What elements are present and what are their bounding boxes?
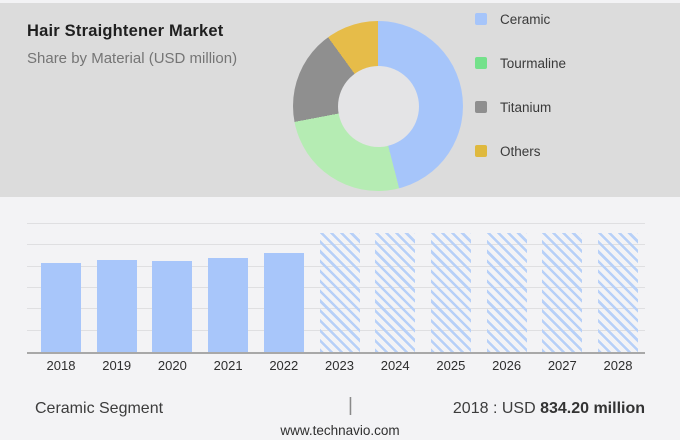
x-axis-label: 2027 bbox=[547, 358, 577, 373]
x-axis-label: 2028 bbox=[603, 358, 633, 373]
website-link[interactable]: www.technavio.com bbox=[280, 423, 400, 438]
bar-2020 bbox=[152, 261, 193, 352]
x-axis-label: 2022 bbox=[269, 358, 299, 373]
x-axis-label: 2020 bbox=[157, 358, 187, 373]
donut-chart bbox=[293, 21, 463, 191]
x-axis-line bbox=[27, 352, 645, 354]
forecast-bar-2023 bbox=[319, 233, 360, 352]
legend-item-ceramic: Ceramic bbox=[475, 11, 566, 27]
legend-item-tourmaline: Tourmaline bbox=[475, 55, 566, 71]
forecast-bar-2028 bbox=[598, 233, 638, 352]
page-subtitle: Share by Material (USD million) bbox=[27, 50, 238, 67]
legend-label: Titanium bbox=[500, 99, 552, 115]
legend-item-titanium: Titanium bbox=[475, 99, 566, 115]
x-axis-label: 2018 bbox=[46, 358, 76, 373]
bar-2018 bbox=[41, 263, 81, 352]
value-prefix: 2018 : USD bbox=[452, 400, 541, 417]
legend-label: Tourmaline bbox=[500, 55, 567, 71]
top-panel: Hair Straightener Market Share by Materi… bbox=[0, 3, 680, 197]
legend-label: Others bbox=[500, 143, 541, 159]
bar-chart bbox=[27, 223, 645, 354]
value-bold: 834.20 million bbox=[540, 400, 645, 417]
caption-separator: | bbox=[348, 395, 353, 416]
value-caption: 2018 : USD 834.20 million bbox=[453, 400, 645, 418]
legend-swatch-icon bbox=[475, 145, 487, 157]
x-axis-label: 2019 bbox=[102, 358, 132, 373]
legend-item-others: Others bbox=[475, 143, 566, 159]
x-axis-label: 2024 bbox=[380, 358, 410, 373]
header: Hair Straightener Market Share by Materi… bbox=[27, 22, 237, 67]
legend-label: Ceramic bbox=[500, 11, 551, 27]
legend-swatch-icon bbox=[475, 57, 487, 69]
bar-2019 bbox=[96, 260, 137, 352]
segment-caption: Ceramic Segment bbox=[35, 400, 164, 417]
forecast-bar-2026 bbox=[486, 233, 527, 352]
forecast-bar-2025 bbox=[430, 233, 471, 352]
x-axis-label: 2021 bbox=[213, 358, 243, 373]
donut-hole bbox=[337, 65, 419, 147]
x-axis-label: 2023 bbox=[325, 358, 354, 373]
gridline bbox=[27, 223, 645, 224]
legend-swatch-icon bbox=[475, 13, 487, 25]
forecast-bar-2027 bbox=[542, 233, 583, 352]
x-axis-label: 2025 bbox=[436, 358, 466, 373]
bar-2022 bbox=[263, 252, 304, 352]
page-title: Hair Straightener Market bbox=[27, 22, 224, 40]
bar-2021 bbox=[208, 257, 249, 352]
x-axis-label: 2026 bbox=[492, 358, 522, 373]
chart-legend: Ceramic Tourmaline Titanium Others bbox=[475, 11, 566, 159]
forecast-bar-2024 bbox=[375, 233, 416, 352]
legend-swatch-icon bbox=[475, 101, 487, 113]
